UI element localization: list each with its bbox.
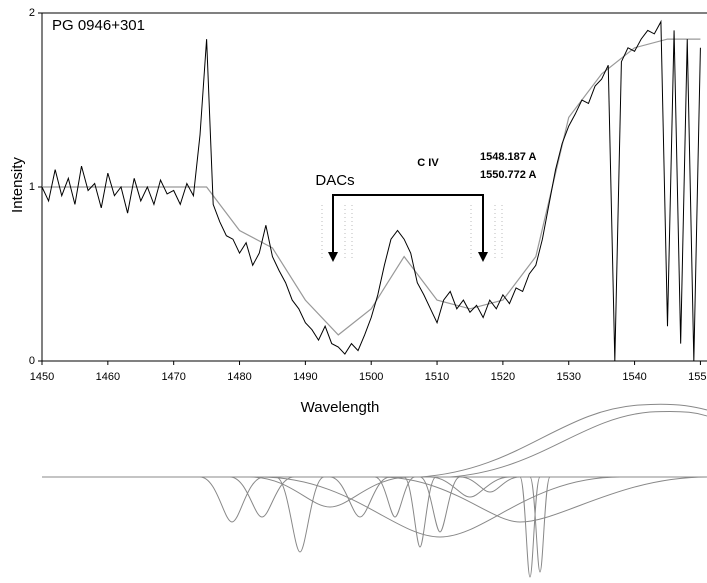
x-tick-label: 1460 [96,371,120,383]
x-axis-label: Wavelength [301,399,380,416]
dac-arrows [332,194,484,256]
y-tick-label: 2 [29,7,35,19]
y-tick-label: 1 [29,181,35,193]
y-axis-label: Intensity [9,157,26,213]
annotation: C IV [417,157,439,169]
arrowheads [328,252,488,262]
spectrum-line [42,38,701,336]
annotation: DACs [315,172,354,189]
x-tick-label: 1490 [293,371,317,383]
x-tick-label: 1510 [425,371,449,383]
chart-title: PG 0946+301 [52,17,145,34]
components-panel [42,403,707,578]
spectrum-line [41,19,701,362]
x-tick-label: 1500 [359,371,383,383]
x-tick-label: 1530 [556,371,580,383]
x-tick-label: 1470 [161,371,185,383]
y-tick-label: 0 [29,355,35,367]
x-tick-label: 1540 [622,371,646,383]
x-tick-label: 1450 [30,371,54,383]
dotted-markers [321,205,503,260]
annotation: 1550.772 A [480,169,537,181]
annotation: 1548.187 A [480,151,537,163]
x-tick-label: 1480 [227,371,251,383]
x-tick-label: 1520 [491,371,515,383]
x-tick-label: 1550 [688,371,707,383]
